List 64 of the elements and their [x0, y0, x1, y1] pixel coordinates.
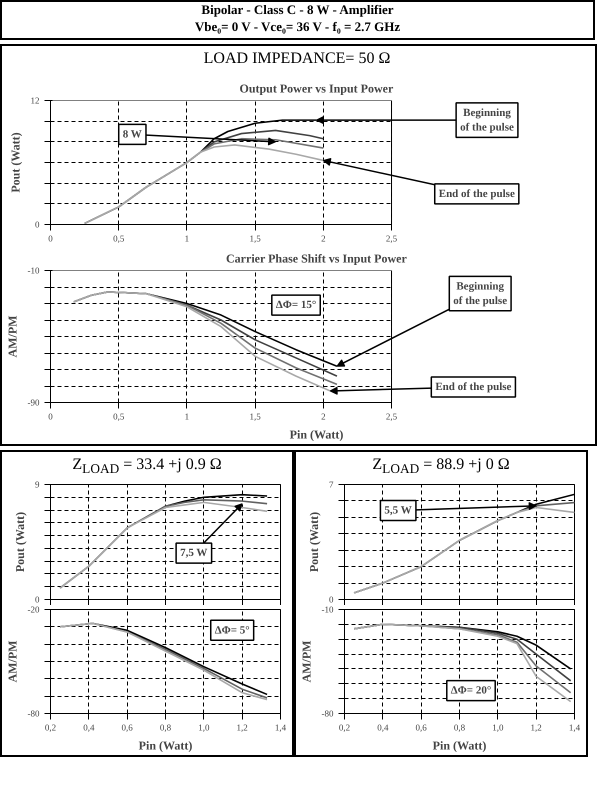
x-axis-title: Pin (Watt): [290, 428, 344, 442]
y-axis-title: AM/PM: [300, 640, 314, 682]
x-tick-label: 0,4: [377, 722, 389, 732]
y-axis-title: Pout (Watt): [13, 512, 27, 572]
y-tick-label: -90: [28, 398, 40, 408]
x-tick-label: 0,4: [83, 722, 95, 732]
x-tick-label: 1,2: [236, 722, 248, 732]
text: Vbe₀= 0 V - Vce₀= 36 V - f₀ = 2.7 GHz: [194, 18, 400, 34]
chart-title: Carrier Phase Shift vs Input Power: [226, 252, 408, 266]
y-tick-label: 0: [35, 594, 40, 604]
y-tick-label: 0: [329, 594, 334, 604]
x-tick-label: 0,2: [338, 722, 350, 732]
annotation: End of the pulse: [438, 188, 515, 200]
x-tick-label: 1,4: [274, 722, 287, 732]
x-axis-title: Pin (Watt): [432, 738, 486, 752]
x-tick-label: 2: [321, 234, 326, 244]
x-tick-label: 1,0: [198, 722, 210, 732]
y-tick-label: 7: [329, 480, 334, 490]
annotation: 7,5 W: [180, 547, 208, 560]
x-tick-label: 1,5: [249, 234, 262, 244]
annotation: 8 W: [122, 128, 142, 140]
x-tick-label: 0,8: [160, 722, 172, 732]
chart-subtitle: LOAD IMPEDANCE= 50 Ω: [204, 49, 390, 69]
chart-subtitle: Z$_{LOAD}$ = 33.4 +j 0.9 Ω: [72, 455, 222, 478]
x-tick-label: 1,5: [249, 412, 262, 422]
chart-subtitle: Z$_{LOAD}$ = 88.9 +j 0 Ω: [372, 455, 510, 478]
annotation: Beginning of the pulse: [453, 280, 508, 307]
x-tick-label: 2,5: [386, 234, 398, 244]
y-tick-label: -10: [28, 266, 40, 276]
y-tick-label: 0: [35, 220, 40, 230]
x-tick-label: 1: [184, 412, 190, 422]
x-tick-label: 0: [48, 412, 54, 422]
y-tick-label: -10: [322, 604, 334, 614]
x-tick-label: 1,4: [568, 722, 581, 732]
x-tick-label: 2: [321, 412, 326, 422]
x-tick-label: 0,6: [416, 722, 428, 732]
y-axis-title: AM/PM: [6, 640, 20, 682]
x-tick-label: 0,2: [44, 722, 56, 732]
x-tick-label: 1,2: [530, 722, 542, 732]
x-tick-label: 0,5: [113, 234, 125, 244]
annotation: ΔΦ= 5°: [214, 624, 250, 636]
x-tick-label: 0,5: [113, 412, 125, 422]
y-tick-label: -80: [28, 708, 40, 718]
annotation: ΔΦ= 20°: [450, 684, 492, 697]
y-tick-label: -80: [322, 708, 334, 718]
y-tick-label: -20: [28, 604, 40, 614]
x-tick-label: 2,5: [386, 412, 398, 422]
x-tick-label: 1: [184, 234, 190, 244]
y-tick-label: 9: [35, 480, 40, 490]
annotation: End of the pulse: [435, 380, 512, 393]
text: Bipolar - Class C - 8 W - Amplifier: [201, 2, 394, 17]
x-tick-label: 0,6: [122, 722, 134, 732]
y-tick-label: 12: [30, 96, 40, 106]
annotation: Beginning of the pulse: [460, 106, 514, 134]
chart-title: Output Power vs Input Power: [240, 82, 394, 96]
x-tick-label: 0: [48, 234, 54, 244]
annotation: 5,5 W: [384, 504, 412, 516]
x-tick-label: 1,0: [492, 722, 504, 732]
annotation: ΔΦ= 15°: [276, 299, 316, 312]
y-axis-title: AM/PM: [6, 316, 20, 358]
x-axis-title: Pin (Watt): [138, 738, 192, 752]
x-tick-label: 0,8: [454, 722, 466, 732]
y-axis-title: Pout (Watt): [8, 132, 22, 193]
y-axis-title: Pout (Watt): [307, 512, 321, 572]
